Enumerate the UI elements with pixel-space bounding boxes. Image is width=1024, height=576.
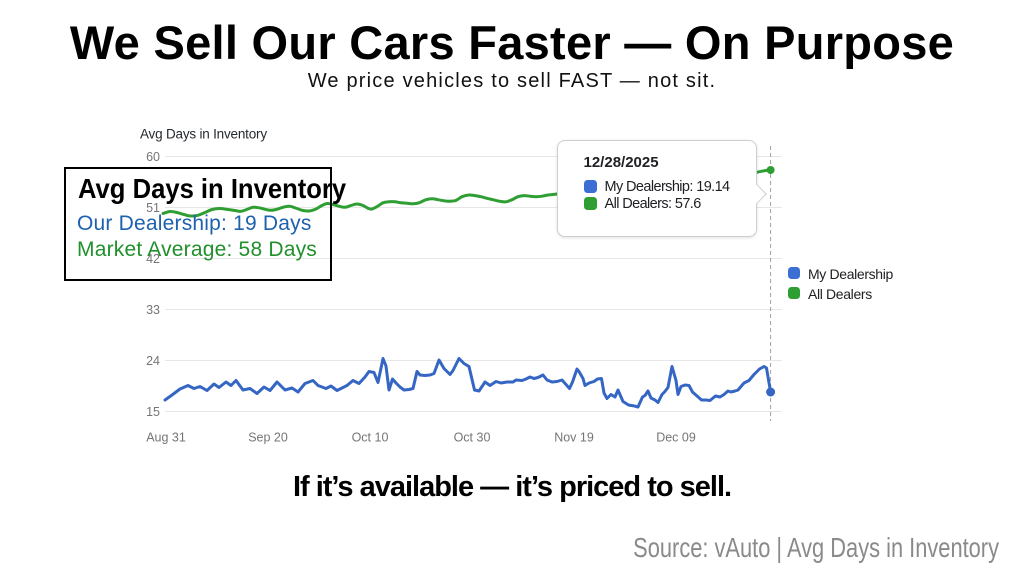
svg-text:33: 33 — [146, 303, 160, 317]
svg-text:Sep 20: Sep 20 — [248, 431, 288, 445]
svg-text:24: 24 — [146, 354, 160, 368]
svg-text:60: 60 — [146, 150, 160, 164]
svg-text:Oct 30: Oct 30 — [454, 431, 491, 445]
svg-text:Avg Days in Inventory: Avg Days in Inventory — [140, 127, 267, 142]
svg-text:15: 15 — [146, 405, 160, 419]
svg-text:Nov 19: Nov 19 — [554, 431, 594, 445]
svg-text:Oct 10: Oct 10 — [352, 431, 389, 445]
svg-text:42: 42 — [146, 252, 160, 266]
svg-text:Dec 09: Dec 09 — [656, 431, 696, 445]
svg-text:Aug 31: Aug 31 — [146, 431, 186, 445]
svg-text:51: 51 — [146, 201, 160, 215]
